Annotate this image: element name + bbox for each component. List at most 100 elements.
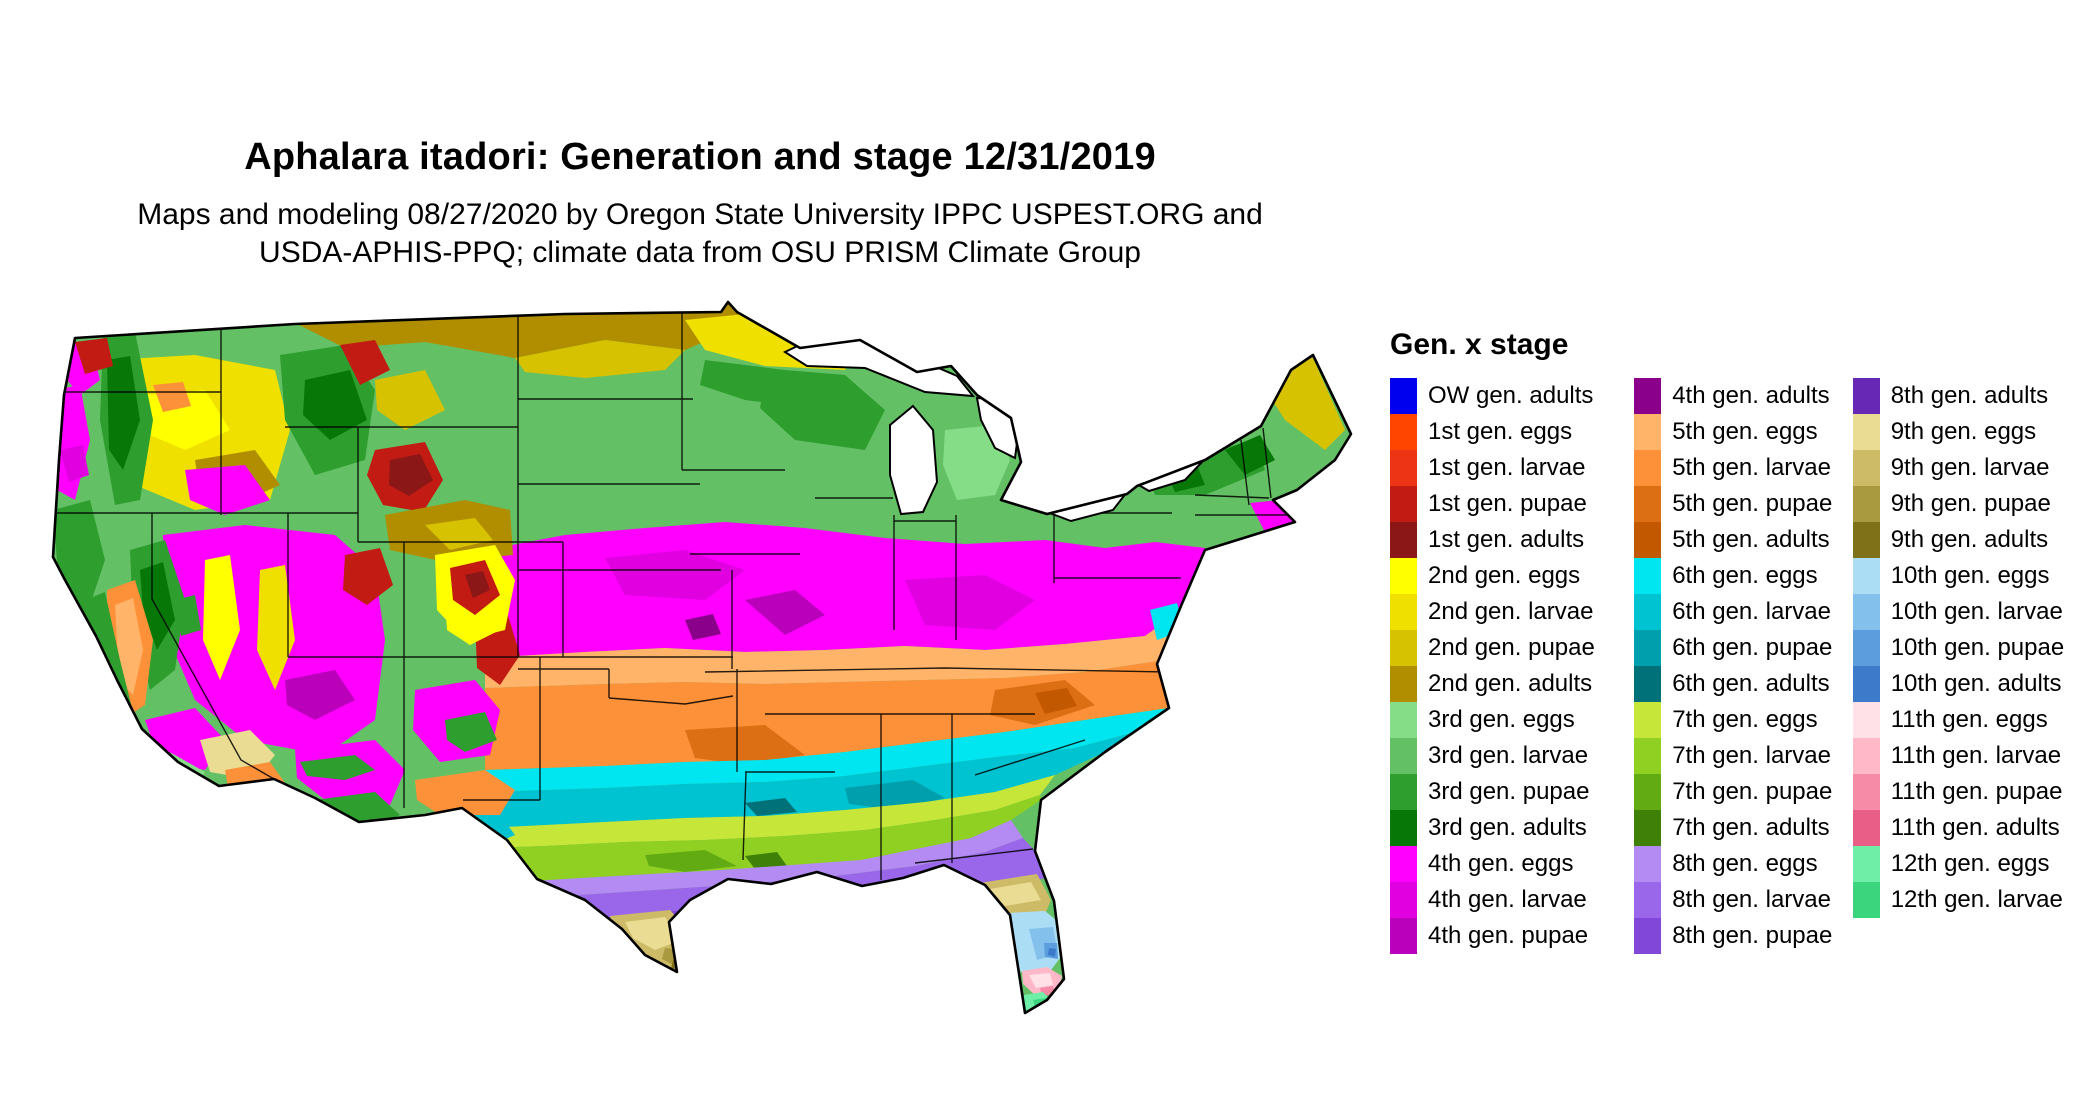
legend-item-label: 11th gen. eggs [1890, 706, 2048, 733]
legend-item: 4th gen. larvae [1390, 882, 1634, 918]
legend-item-label: 10th gen. pupae [1890, 634, 2065, 661]
legend-item: 9th gen. larvae [1852, 450, 2090, 486]
legend-swatch [1852, 882, 1880, 918]
legend-item-label: 12th gen. larvae [1890, 886, 2063, 913]
page-title: Aphalara itadori: Generation and stage 1… [244, 136, 1156, 178]
legend-item: 9th gen. pupae [1852, 486, 2090, 522]
legend-item: OW gen. adults [1390, 378, 1634, 414]
legend-item: 11th gen. eggs [1852, 702, 2090, 738]
legend-item: 1st gen. adults [1390, 522, 1634, 558]
map-region [1048, 948, 1056, 957]
legend-item-label: 8th gen. pupae [1672, 922, 1833, 949]
legend-item-label: 8th gen. eggs [1672, 850, 1818, 877]
page-subtitle: Maps and modeling 08/27/2020 by Oregon S… [50, 196, 1350, 272]
legend-swatch [1852, 846, 1880, 882]
legend-item-label: 1st gen. pupae [1428, 490, 1587, 517]
legend-item: 3rd gen. eggs [1390, 702, 1634, 738]
map-region [745, 852, 787, 869]
legend-swatch [1634, 378, 1662, 414]
legend-item-label: 4th gen. larvae [1428, 886, 1587, 913]
legend-item: 11th gen. adults [1852, 810, 2090, 846]
map-region [340, 340, 390, 385]
legend-item: 5th gen. larvae [1634, 450, 1853, 486]
legend-item-label: 12th gen. eggs [1890, 850, 2050, 877]
legend-item: 9th gen. adults [1852, 522, 2090, 558]
legend-item-label: 4th gen. pupae [1428, 922, 1589, 949]
legend-item: 1st gen. larvae [1390, 450, 1634, 486]
legend-item-label: 5th gen. eggs [1672, 418, 1818, 445]
map-region [1029, 973, 1053, 988]
legend-item-label: 5th gen. adults [1672, 526, 1830, 553]
legend-swatch [1634, 810, 1662, 846]
legend-item: 7th gen. eggs [1634, 702, 1853, 738]
map-region [990, 882, 1041, 906]
legend-item-label: 11th gen. pupae [1890, 778, 2063, 805]
legend-item: 11th gen. pupae [1852, 774, 2090, 810]
legend-item-label: 6th gen. eggs [1672, 562, 1818, 589]
legend-item: 5th gen. pupae [1634, 486, 1853, 522]
legend-item-label: 7th gen. eggs [1672, 706, 1818, 733]
legend-item: 10th gen. larvae [1852, 594, 2090, 630]
legend-item: 3rd gen. larvae [1390, 738, 1634, 774]
legend-item: 7th gen. adults [1634, 810, 1853, 846]
legend-swatch [1634, 738, 1662, 774]
legend-swatch [1390, 594, 1417, 630]
map-region [340, 828, 390, 862]
map-region [1035, 688, 1077, 714]
legend-title: Gen. x stage [1390, 328, 1569, 361]
map-region [343, 548, 393, 605]
legend-item-label: 6th gen. pupae [1672, 634, 1833, 661]
legend-swatch [1852, 522, 1880, 558]
state-border-lines [55, 312, 1290, 880]
legend-item-label: 1st gen. adults [1428, 526, 1585, 553]
legend-swatch [1634, 702, 1662, 738]
legend-swatch [1852, 594, 1880, 630]
map-region [485, 820, 1023, 900]
legend-swatch [1634, 594, 1662, 630]
legend-item: 6th gen. pupae [1634, 630, 1853, 666]
legend-swatch [1390, 882, 1417, 918]
map-region [257, 565, 295, 690]
legend-item: 10th gen. eggs [1852, 558, 2090, 594]
legend-swatch [1634, 666, 1662, 702]
legend-swatch [1390, 522, 1417, 558]
legend-item: 8th gen. eggs [1634, 846, 1853, 882]
legend-swatch [1634, 414, 1662, 450]
map-region [645, 850, 737, 872]
map-region [325, 818, 407, 885]
legend-swatch [1634, 522, 1662, 558]
map-region [605, 550, 745, 600]
legend-item: 4th gen. pupae [1390, 918, 1634, 954]
legend-item-label: 1st gen. larvae [1428, 454, 1586, 481]
map-region [300, 755, 375, 780]
legend-swatch [1390, 378, 1417, 414]
legend-item: 3rd gen. adults [1390, 810, 1634, 846]
legend-swatch [1852, 414, 1880, 450]
map-region [745, 798, 797, 816]
legend-swatch [1390, 774, 1417, 810]
legend-item-label: 3rd gen. larvae [1428, 742, 1589, 769]
legend-item-label: 5th gen. larvae [1672, 454, 1831, 481]
legend-swatch [1634, 558, 1662, 594]
legend-swatch [1852, 774, 1880, 810]
legend-item: 5th gen. eggs [1634, 414, 1853, 450]
legend-item: 7th gen. pupae [1634, 774, 1853, 810]
map-region [485, 775, 1055, 848]
legend-item-label: 4th gen. adults [1672, 382, 1830, 409]
legend-item-label: 11th gen. larvae [1890, 742, 2062, 769]
legend-item-label: 9th gen. pupae [1890, 490, 2051, 517]
legend-swatch [1390, 630, 1417, 666]
legend-columns: OW gen. adults 1st gen. eggs 1st gen. larv… [1390, 378, 2090, 954]
legend-swatch [1852, 738, 1880, 774]
legend-swatch [1634, 450, 1662, 486]
legend-swatch [1852, 378, 1880, 414]
legend-item-label: 6th gen. larvae [1672, 598, 1831, 625]
us-outline [51, 300, 1353, 1015]
us-map-svg [51, 300, 1353, 1015]
map-region [389, 454, 433, 496]
legend-item: 1st gen. pupae [1390, 486, 1634, 522]
subtitle-line-2: USDA-APHIS-PPQ; climate data from OSU PR… [259, 236, 1141, 269]
legend-swatch [1852, 666, 1880, 702]
legend-item-label: 2nd gen. eggs [1428, 562, 1581, 589]
